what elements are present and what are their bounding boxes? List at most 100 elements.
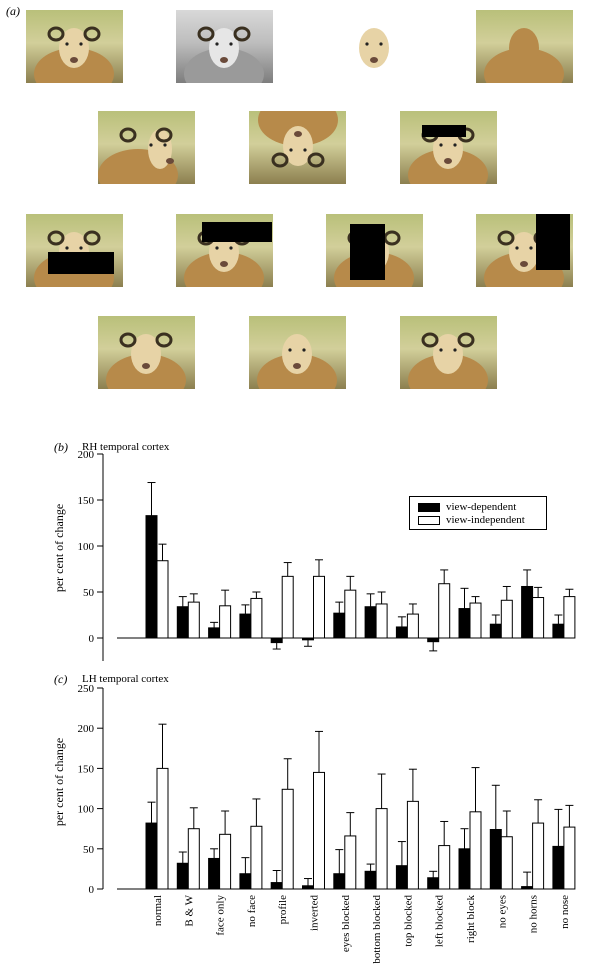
bar-view-independent <box>532 597 545 639</box>
photo-no-face <box>476 10 573 83</box>
y-tick-label: 200 <box>78 723 95 735</box>
bar-view-independent <box>563 596 576 639</box>
bar-view-dependent <box>395 865 408 890</box>
bar-view-independent <box>438 845 451 890</box>
bar-view-dependent <box>521 585 534 639</box>
sheep-image <box>359 28 389 68</box>
bar-view-dependent <box>145 515 158 639</box>
bar-view-independent <box>250 825 263 890</box>
category-label: no eyes <box>496 895 508 928</box>
photo-no-nose <box>400 316 497 389</box>
bar-view-dependent <box>427 637 440 643</box>
bar-view-independent <box>406 800 419 890</box>
bar-view-independent <box>438 583 451 639</box>
bar-view-independent <box>187 601 200 639</box>
category-label: profile <box>277 895 289 924</box>
category-label: left blocked <box>434 895 446 948</box>
panel-a-label: (a) <box>6 4 20 18</box>
y-tick-label: 0 <box>89 633 95 645</box>
bar-view-independent <box>563 826 576 890</box>
bar-view-dependent <box>521 886 534 890</box>
photo-no-eyes <box>98 316 195 389</box>
legend-swatch-dependent <box>418 502 440 512</box>
legend-label-independent: view-independent <box>446 514 525 526</box>
black-mask <box>536 214 570 270</box>
bar-view-dependent <box>552 623 565 639</box>
legend-item-independent: view-independent <box>418 514 525 526</box>
bar-view-independent <box>406 613 419 639</box>
legend-swatch-independent <box>418 515 440 525</box>
photo-eyes-blocked <box>400 111 497 184</box>
bar-view-independent <box>156 767 169 890</box>
category-label: no horns <box>528 895 540 933</box>
y-tick-label: 100 <box>78 541 95 553</box>
sheep-image <box>257 334 337 389</box>
bar-view-independent <box>281 575 294 639</box>
category-label: eyes blocked <box>340 895 352 953</box>
bar-view-independent <box>375 808 388 890</box>
bar-view-dependent <box>333 873 346 890</box>
bar-view-dependent <box>302 885 314 890</box>
bar-view-independent <box>375 603 388 639</box>
bar-view-independent <box>500 599 513 639</box>
photo-profile <box>98 111 195 184</box>
photo-no-horns <box>249 316 346 389</box>
bar-view-dependent <box>176 606 189 639</box>
bar-view-independent <box>219 605 232 639</box>
category-label: B & W <box>183 894 195 926</box>
sheep-image <box>34 26 114 83</box>
y-tick-label: 50 <box>83 587 95 599</box>
category-label: face only <box>215 895 227 936</box>
sheep-image <box>408 332 488 389</box>
legend-item-dependent: view-dependent <box>418 501 516 513</box>
bar-view-dependent <box>239 613 252 639</box>
bar-view-independent <box>344 835 357 890</box>
chart-c-title: LH temporal cortex <box>82 673 169 685</box>
sheep-image <box>184 26 264 83</box>
photo-right-block <box>476 214 573 287</box>
bar-view-dependent <box>395 626 408 639</box>
photo-left-blocked <box>326 214 423 287</box>
bar-view-independent <box>187 828 200 890</box>
y-tick-label: 150 <box>78 763 95 775</box>
sheep-image <box>408 127 488 184</box>
bar-view-independent <box>469 602 482 639</box>
bar-view-dependent <box>239 873 252 890</box>
y-axis-label: per cent of change <box>52 738 66 826</box>
panel-b-label: (b) <box>54 440 68 454</box>
bar-view-independent <box>281 788 294 890</box>
bar-view-dependent <box>489 623 502 639</box>
y-tick-label: 250 <box>78 683 95 695</box>
bar-view-independent <box>219 833 232 890</box>
bar-view-independent <box>344 589 357 639</box>
bar-view-independent <box>313 771 325 890</box>
photo-b-and-w <box>176 10 273 83</box>
legend: view-dependent view-independent <box>409 496 547 530</box>
category-label: bottom blocked <box>371 895 383 964</box>
bar-view-independent <box>532 822 545 890</box>
bar-view-dependent <box>489 829 502 890</box>
y-tick-label: 200 <box>78 449 95 461</box>
bar-view-independent <box>156 560 169 639</box>
bar-view-dependent <box>176 862 189 890</box>
bar-view-dependent <box>302 637 314 641</box>
chart-b-title: RH temporal cortex <box>82 441 170 453</box>
bar-view-independent <box>250 597 263 639</box>
black-mask <box>422 125 466 137</box>
bar-view-dependent <box>364 606 377 639</box>
panel-c-label: (c) <box>54 672 68 686</box>
bar-view-dependent <box>427 877 440 890</box>
bar-view-dependent <box>333 612 346 639</box>
legend-label-dependent: view-dependent <box>446 501 517 513</box>
bar-view-dependent <box>458 848 471 890</box>
y-tick-label: 50 <box>83 844 95 856</box>
y-tick-label: 0 <box>89 884 95 896</box>
bar-view-dependent <box>364 870 377 890</box>
sheep-image <box>106 332 186 389</box>
sheep-image <box>484 28 564 83</box>
bar-view-dependent <box>552 845 565 890</box>
chart-lh-temporal-cortex: 0 50 100 150 200 250 per cent of change normal B… <box>52 683 576 964</box>
sheep-image <box>184 230 264 287</box>
bar-view-independent <box>500 836 513 890</box>
black-mask <box>350 224 385 280</box>
